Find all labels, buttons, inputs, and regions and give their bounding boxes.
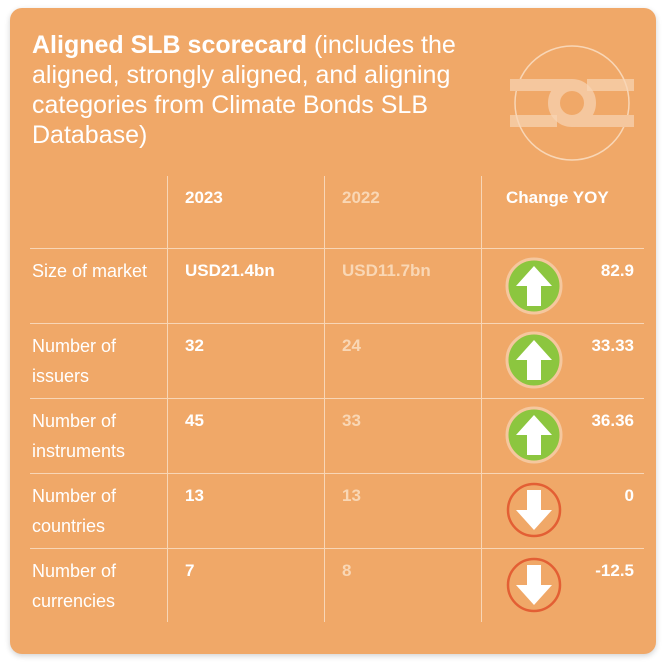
row-label-size-of-market: Size of market <box>32 261 148 281</box>
row-label-countries: Number of countries <box>32 486 117 536</box>
up-arrow-icon <box>505 406 563 464</box>
row-divider <box>30 473 644 474</box>
title-rest: (includes the aligned, strongly aligned,… <box>32 31 456 149</box>
change-value: 33.33 <box>591 336 634 355</box>
down-arrow-icon <box>506 557 562 613</box>
change-value: 82.9 <box>600 261 634 280</box>
value-2022: 24 <box>342 336 361 355</box>
row-divider <box>30 323 644 324</box>
value-2023: USD21.4bn <box>185 261 275 280</box>
scorecard-title: Aligned SLB scorecard (includes the alig… <box>32 30 472 150</box>
chain-link-logo-icon <box>510 45 634 161</box>
scorecard-card: Aligned SLB scorecard (includes the alig… <box>10 8 656 654</box>
value-2023: 45 <box>185 411 204 430</box>
column-divider <box>324 176 325 622</box>
value-2022: 8 <box>342 561 352 580</box>
row-divider <box>30 548 644 549</box>
row-label-issuers: Number of issuers <box>32 336 117 386</box>
row-label-instruments: Number of instruments <box>32 411 126 461</box>
header-change-yoy: Change YOY <box>506 188 609 207</box>
header-2022: 2022 <box>342 188 380 207</box>
change-value: 36.36 <box>591 411 634 430</box>
value-2022: 13 <box>342 486 361 505</box>
value-2023: 13 <box>185 486 204 505</box>
value-2022: USD11.7bn <box>342 261 431 280</box>
row-divider <box>30 248 644 249</box>
down-arrow-icon <box>506 482 562 538</box>
column-divider <box>481 176 482 622</box>
change-value: -12.5 <box>595 561 634 580</box>
column-divider <box>167 176 168 622</box>
value-2023: 7 <box>185 561 195 580</box>
value-2023: 32 <box>185 336 204 355</box>
change-value: 0 <box>624 486 634 505</box>
header-2023: 2023 <box>185 188 223 207</box>
row-label-currencies: Number of currencies <box>32 561 117 611</box>
title-bold: Aligned SLB scorecard <box>32 31 308 59</box>
up-arrow-icon <box>505 257 563 315</box>
row-divider <box>30 398 644 399</box>
up-arrow-icon <box>505 331 563 389</box>
value-2022: 33 <box>342 411 361 430</box>
